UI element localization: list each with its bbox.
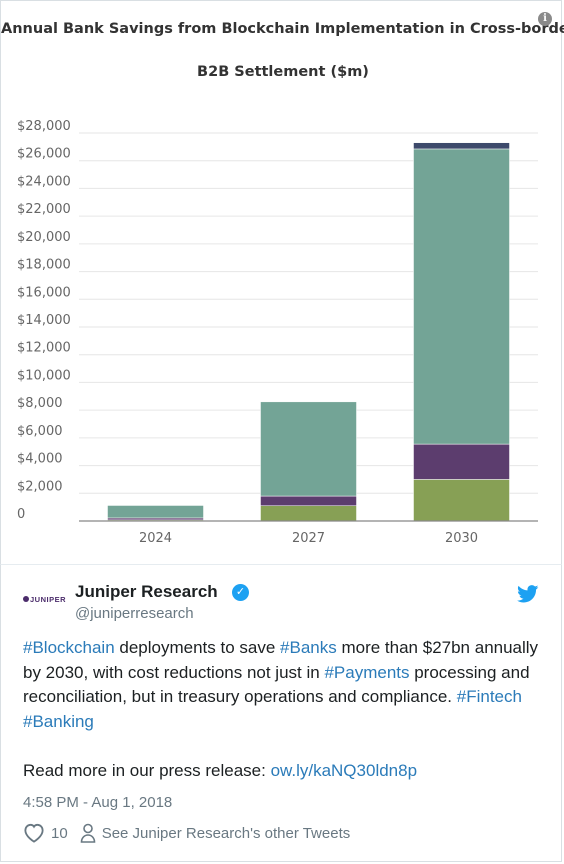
bar-segment-2024-2[interactable] xyxy=(107,505,204,519)
bar-segment-2030-2[interactable] xyxy=(413,148,510,445)
tweet-text-part: more than $27bn annually by 2030, with c… xyxy=(23,638,539,682)
bar-segment-2030-1[interactable] xyxy=(413,443,510,480)
y-tick-label: $18,000 xyxy=(17,258,71,273)
y-tick-label: $4,000 xyxy=(17,452,63,467)
y-tick-label: $10,000 xyxy=(17,368,71,383)
bar-segment-2030-0[interactable] xyxy=(413,479,510,522)
y-tick-label: $2,000 xyxy=(17,479,63,494)
chart-title: Annual Bank Savings from Blockchain Impl… xyxy=(1,21,564,37)
x-tick-label: 2030 xyxy=(445,531,478,546)
heart-icon xyxy=(24,823,44,843)
bar-segment-2027-1[interactable] xyxy=(260,495,357,507)
y-tick-label: $24,000 xyxy=(17,174,71,189)
y-tick-label: $28,000 xyxy=(17,119,71,134)
author-handle[interactable]: @juniperresearch xyxy=(75,605,194,622)
bar-chart: 0 $2,000 $4,000 $6,000 $8,000 $10,000 $12,000 $… xyxy=(17,119,538,546)
like-button[interactable]: 10 xyxy=(23,823,68,843)
y-tick-label: $20,000 xyxy=(17,230,71,245)
y-tick-label: $14,000 xyxy=(17,313,71,328)
y-tick-label: $16,000 xyxy=(17,285,71,300)
x-tick-label: 2024 xyxy=(139,531,172,546)
y-tick-label: $22,000 xyxy=(17,202,71,217)
y-tick-label: $6,000 xyxy=(17,424,63,439)
bar-segment-2027-0[interactable] xyxy=(260,505,357,522)
y-tick-label: $8,000 xyxy=(17,396,63,411)
other-tweets-label: See Juniper Research's other Tweets xyxy=(101,824,351,842)
avatar[interactable]: JUNIPER xyxy=(23,589,67,609)
chart-card: Annual Bank Savings from Blockchain Impl… xyxy=(0,0,564,564)
bar-segment-2027-2[interactable] xyxy=(260,401,357,497)
person-icon xyxy=(80,823,95,843)
tweet-timestamp[interactable]: 4:58 PM - Aug 1, 2018 xyxy=(23,794,173,811)
hashtag-banking[interactable]: #Banking xyxy=(23,711,94,731)
y-tick-label: $12,000 xyxy=(17,341,71,356)
embedded-tweet: JUNIPER Juniper Research ✓ @juniperresea… xyxy=(0,564,562,862)
like-count: 10 xyxy=(51,824,68,842)
bar-segment-2030-3[interactable] xyxy=(413,142,510,150)
hashtag-payments[interactable]: #Payments xyxy=(324,662,410,682)
tweet-text: #Blockchain deployments to save #Banks m… xyxy=(23,636,543,783)
hashtag-blockchain[interactable]: #Blockchain xyxy=(23,638,115,657)
tweet-text-part: processing and reconciliation, but in tr… xyxy=(23,662,530,707)
press-release-link[interactable]: ow.ly/kaNQ30ldn8p xyxy=(270,760,418,780)
hashtag-banks[interactable]: #Banks xyxy=(280,638,337,657)
other-tweets-link[interactable]: See Juniper Research's other Tweets xyxy=(80,823,351,843)
read-more-text: Read more in our press release: xyxy=(23,760,271,780)
y-tick-label: $26,000 xyxy=(17,147,71,162)
tweet-actions: 10 See Juniper Research's other Tweets xyxy=(23,823,350,843)
twitter-bird-icon[interactable] xyxy=(517,585,539,603)
info-icon[interactable]: i xyxy=(538,12,552,26)
avatar-text: JUNIPER xyxy=(30,594,67,604)
verified-check-icon: ✓ xyxy=(232,584,249,601)
chart-subtitle: B2B Settlement ($m) xyxy=(197,64,369,80)
x-tick-label: 2027 xyxy=(292,531,325,546)
avatar-dot xyxy=(23,596,29,602)
author-name[interactable]: Juniper Research xyxy=(75,582,218,601)
hashtag-fintech[interactable]: #Fintech xyxy=(456,687,522,706)
bar-segment-2024-1[interactable] xyxy=(107,517,204,521)
tweet-text-part: deployments to save xyxy=(114,638,281,657)
y-tick-label: 0 xyxy=(17,507,25,522)
